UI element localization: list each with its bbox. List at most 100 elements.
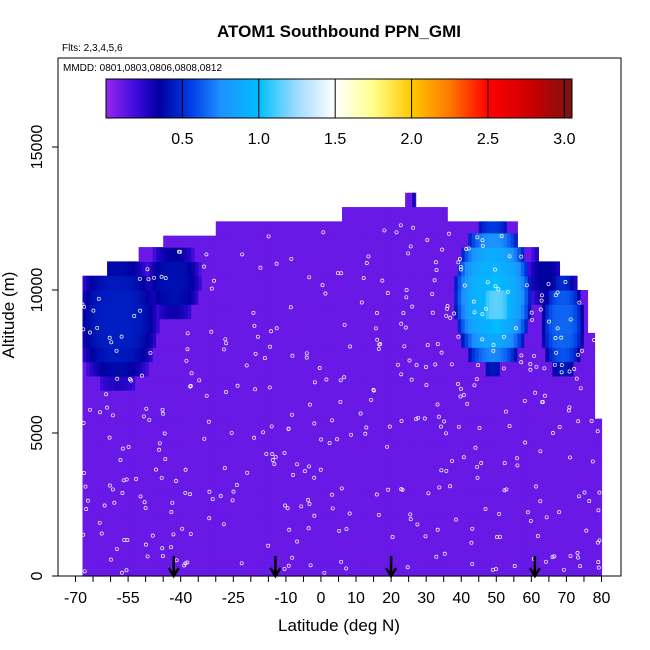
heatmap-cell bbox=[419, 232, 424, 248]
heatmap-cell bbox=[117, 304, 122, 320]
heatmap-cell bbox=[121, 547, 126, 563]
heatmap-cell bbox=[156, 261, 161, 277]
heatmap-cell bbox=[475, 318, 480, 334]
heatmap-cell bbox=[454, 561, 459, 577]
heatmap-cell bbox=[180, 418, 185, 434]
heatmap-cell bbox=[527, 390, 532, 405]
heatmap-cell bbox=[391, 475, 396, 491]
heatmap-cell bbox=[478, 261, 483, 277]
heatmap-cell bbox=[327, 504, 333, 520]
heatmap-cell bbox=[103, 433, 108, 448]
heatmap-cell bbox=[331, 232, 336, 248]
heatmap-cell bbox=[194, 504, 199, 520]
heatmap-cell bbox=[201, 304, 206, 320]
heatmap-cell bbox=[289, 261, 294, 277]
heatmap-cell bbox=[145, 275, 150, 291]
heatmap-cell bbox=[363, 461, 368, 477]
heatmap-cell bbox=[191, 235, 196, 248]
sample-point bbox=[459, 267, 463, 272]
heatmap-cell bbox=[345, 290, 350, 305]
heatmap-cell bbox=[475, 232, 480, 248]
heatmap-cell bbox=[233, 261, 238, 277]
heatmap-cell bbox=[387, 404, 392, 420]
heatmap-cell bbox=[496, 375, 501, 391]
heatmap-cell bbox=[338, 361, 343, 377]
heatmap-cell bbox=[254, 221, 259, 234]
heatmap-cell bbox=[359, 304, 364, 320]
sample-point bbox=[572, 367, 577, 371]
heatmap-cell bbox=[271, 290, 276, 305]
heatmap-cell bbox=[142, 490, 147, 506]
heatmap-cell bbox=[201, 447, 206, 463]
heatmap-cell bbox=[278, 418, 283, 434]
sample-point bbox=[515, 463, 520, 468]
heatmap-cell bbox=[222, 361, 227, 377]
heatmap-cell bbox=[510, 404, 515, 420]
sample-point bbox=[402, 344, 407, 349]
heatmap-cell bbox=[240, 261, 245, 277]
heatmap-cell bbox=[587, 404, 592, 420]
heatmap-cell bbox=[541, 304, 546, 320]
heatmap-cell bbox=[257, 361, 262, 377]
heatmap-cell bbox=[149, 318, 154, 334]
heatmap-cell bbox=[359, 561, 364, 577]
heatmap-cell bbox=[93, 332, 98, 348]
heatmap-cell bbox=[412, 275, 417, 291]
heatmap-cell bbox=[317, 261, 322, 277]
heatmap-cell bbox=[240, 418, 245, 434]
heatmap-cell bbox=[135, 461, 140, 477]
heatmap-cell bbox=[562, 275, 568, 291]
heatmap-cell bbox=[587, 347, 592, 363]
heatmap-cell bbox=[247, 318, 252, 334]
heatmap-cell bbox=[82, 533, 87, 548]
heatmap-cell bbox=[541, 275, 546, 291]
heatmap-cell bbox=[201, 504, 206, 520]
heatmap-cell bbox=[278, 375, 283, 391]
sample-point bbox=[553, 336, 558, 340]
heatmap-cell bbox=[177, 547, 182, 563]
heatmap-cell bbox=[359, 332, 364, 348]
heatmap-cell bbox=[412, 475, 417, 491]
heatmap-cell bbox=[331, 361, 336, 377]
sample-point bbox=[144, 406, 149, 411]
heatmap-cell bbox=[419, 561, 424, 577]
sample-point bbox=[312, 513, 317, 518]
heatmap-cell bbox=[447, 518, 452, 534]
heatmap-cell bbox=[422, 433, 427, 448]
heatmap-cell bbox=[310, 304, 315, 320]
heatmap-cell bbox=[496, 347, 501, 363]
heatmap-cell bbox=[447, 361, 452, 377]
heatmap-cell bbox=[559, 275, 564, 291]
heatmap-cell bbox=[124, 447, 129, 463]
heatmap-cell bbox=[324, 404, 329, 420]
sample-point bbox=[454, 517, 458, 522]
heatmap-cell bbox=[177, 347, 182, 363]
heatmap-cell bbox=[377, 290, 382, 305]
heatmap-cell bbox=[303, 304, 308, 320]
sample-point bbox=[414, 417, 419, 422]
heatmap-cell bbox=[569, 404, 575, 420]
heatmap-cell bbox=[370, 475, 375, 491]
sample-point bbox=[504, 409, 508, 414]
heatmap-cell bbox=[422, 504, 427, 520]
heatmap-cell bbox=[478, 375, 483, 391]
heatmap-cell bbox=[289, 304, 294, 320]
sample-point bbox=[456, 260, 461, 265]
heatmap-cell bbox=[317, 404, 322, 420]
heatmap-cell bbox=[135, 290, 140, 305]
heatmap-cell bbox=[268, 518, 273, 534]
heatmap-cell bbox=[138, 304, 143, 320]
sample-point bbox=[557, 425, 562, 429]
heatmap-cell bbox=[450, 290, 455, 305]
sample-point bbox=[404, 288, 409, 292]
heatmap-cell bbox=[254, 304, 259, 320]
heatmap-cell bbox=[187, 418, 192, 434]
heatmap-cell bbox=[496, 404, 501, 420]
heatmap-cell bbox=[380, 461, 385, 477]
heatmap-cell bbox=[352, 490, 357, 506]
heatmap-cell bbox=[482, 461, 487, 477]
heatmap-cell bbox=[377, 218, 382, 234]
heatmap-cell bbox=[205, 347, 210, 363]
heatmap-cell bbox=[334, 504, 340, 520]
sample-point bbox=[322, 570, 327, 575]
